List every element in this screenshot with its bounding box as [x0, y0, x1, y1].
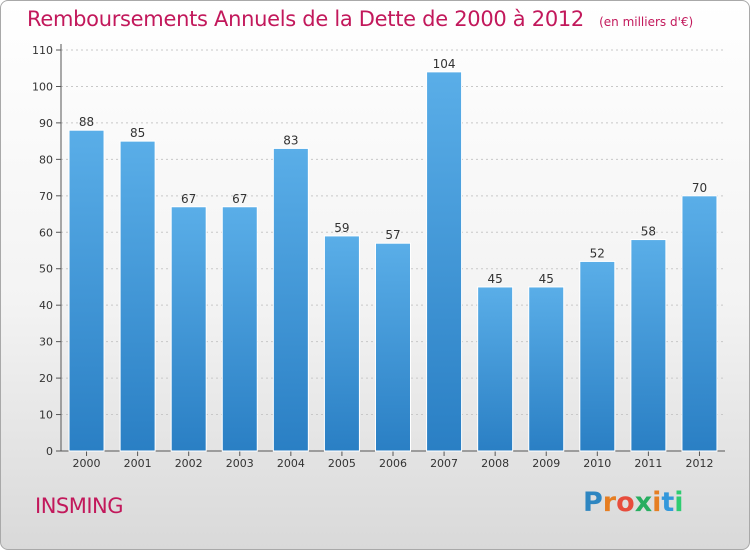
bar-2002 — [170, 206, 207, 452]
data-label-2001: 85 — [130, 126, 145, 140]
proxiti-logo[interactable]: Proxiti — [583, 487, 684, 518]
data-label-2009: 45 — [539, 272, 554, 286]
bar-2012 — [681, 195, 718, 452]
y-tick-label: 30 — [39, 336, 53, 349]
data-label-2004: 83 — [283, 133, 298, 147]
data-label-2000: 88 — [79, 115, 94, 129]
bar-2004 — [272, 147, 309, 452]
data-label-2005: 59 — [334, 221, 349, 235]
bar-2005 — [323, 235, 360, 452]
data-label-2003: 67 — [232, 192, 247, 206]
data-label-2006: 57 — [385, 228, 400, 242]
bars — [68, 71, 718, 452]
x-tick-label: 2000 — [73, 457, 101, 470]
y-tick-label: 70 — [39, 190, 53, 203]
x-tick-label: 2007 — [430, 457, 458, 470]
x-tick-label: 2009 — [532, 457, 560, 470]
x-tick-label: 2003 — [226, 457, 254, 470]
y-tick-label: 10 — [39, 409, 53, 422]
bar-2001 — [119, 140, 156, 452]
bar-2000 — [68, 129, 105, 452]
data-label-2010: 52 — [590, 246, 605, 260]
bar-2003 — [221, 206, 258, 452]
bar-2008 — [477, 286, 514, 452]
x-tick-label: 2010 — [583, 457, 611, 470]
bar-2009 — [528, 286, 565, 452]
y-tick-label: 40 — [39, 299, 53, 312]
data-label-2011: 58 — [641, 225, 656, 239]
y-tick-label: 80 — [39, 153, 53, 166]
y-tick-label: 100 — [32, 80, 53, 93]
y-tick-label: 0 — [46, 445, 53, 458]
title-row: Remboursements Annuels de la Dette de 20… — [27, 7, 693, 31]
data-label-2007: 104 — [433, 57, 456, 71]
y-tick-label: 50 — [39, 263, 53, 276]
x-tick-label: 2008 — [481, 457, 509, 470]
commune-name: INSMING — [35, 494, 124, 518]
x-tick-label: 2006 — [379, 457, 407, 470]
x-tick-label: 2012 — [685, 457, 713, 470]
chart-title: Remboursements Annuels de la Dette de 20… — [27, 7, 584, 31]
y-tick-label: 60 — [39, 226, 53, 239]
y-tick-label: 20 — [39, 372, 53, 385]
data-label-2002: 67 — [181, 192, 196, 206]
x-tick-label: 2005 — [328, 457, 356, 470]
x-tick-label: 2001 — [124, 457, 152, 470]
bar-2011 — [630, 239, 667, 452]
data-label-2008: 45 — [488, 272, 503, 286]
x-tick-label: 2011 — [634, 457, 662, 470]
y-tick-label: 110 — [32, 44, 53, 57]
chart-unit: (en milliers d'€) — [599, 15, 694, 29]
data-label-2012: 70 — [692, 181, 707, 195]
bar-2007 — [426, 71, 463, 452]
x-tick-label: 2002 — [175, 457, 203, 470]
bar-2010 — [579, 260, 616, 452]
y-tick-label: 90 — [39, 117, 53, 130]
bar-2006 — [375, 242, 411, 452]
x-tick-label: 2004 — [277, 457, 305, 470]
data-labels: 88 85 67 67 83 59 57 104 45 45 52 58 70 — [79, 57, 707, 286]
